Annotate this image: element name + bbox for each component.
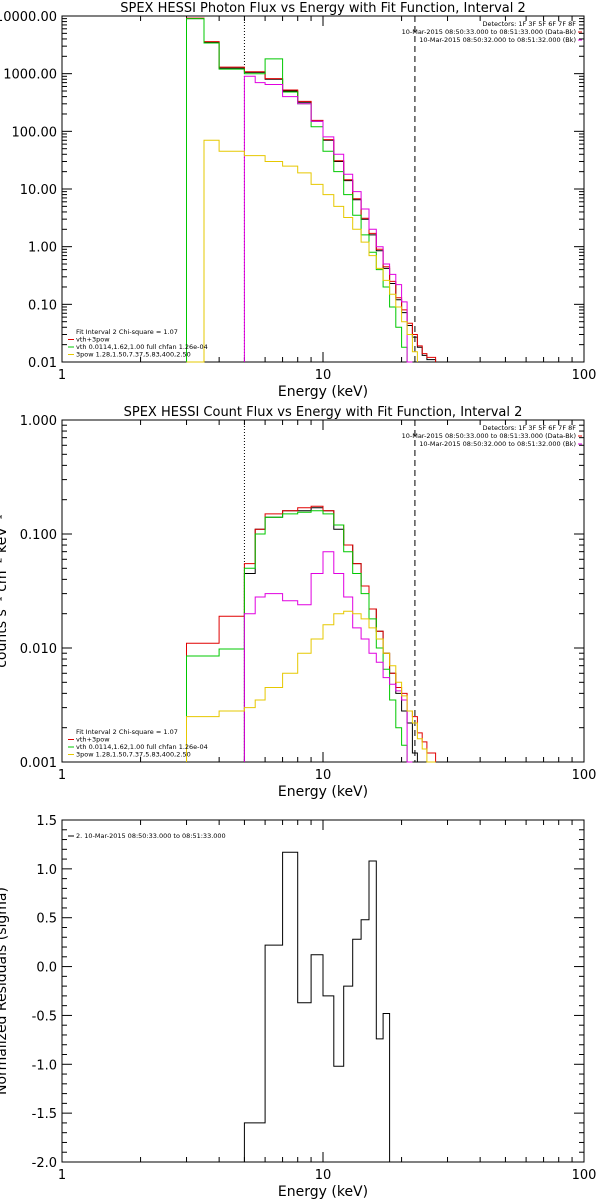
x-tick-label: 100	[572, 768, 597, 783]
legend-entry: 3pow 1.28,1.50,7.37,5.83,400,2.50	[76, 751, 191, 759]
header-line: Detectors: 1F 3F 5F 6F 7F 8F	[482, 424, 576, 432]
y-axis-label: Normalized Residuals (sigma)	[0, 887, 10, 1095]
x-tick-label: 10	[315, 368, 332, 383]
legend-entry: vth+3pow	[76, 336, 110, 344]
x-axis-label: Energy (keV)	[278, 1184, 368, 1200]
y-tick-label: 0.01	[28, 356, 57, 371]
series-3-step-line	[243, 75, 413, 363]
series-3-step-line	[243, 551, 413, 763]
header-line: 10-Mar-2015 08:50:32.000 to 08:51:32.000…	[419, 36, 576, 44]
y-tick-label: 1.00	[28, 241, 57, 256]
count-flux-panel: SPEX HESSI Count Flux vs Energy with Fit…	[0, 405, 596, 800]
header-line: 10-Mar-2015 08:50:33.000 to 08:51:33.000…	[402, 28, 576, 36]
chart-title: SPEX HESSI Photon Flux vs Energy with Fi…	[120, 1, 526, 16]
x-tick-label: 1	[58, 368, 66, 383]
y-tick-label: 1.5	[36, 814, 57, 829]
series-1-step-line	[186, 505, 437, 762]
legend-entry: 3pow 1.28,1.50,7.37,5.83,400,2.50	[76, 351, 191, 359]
header-line: Detectors: 1F 3F 5F 6F 7F 8F	[482, 20, 576, 28]
y-axis-label: counts s⁻¹ cm⁻² keV⁻¹	[0, 514, 10, 668]
series-2-step-line	[186, 510, 413, 763]
photon-flux-panel: SPEX HESSI Photon Flux vs Energy with Fi…	[0, 1, 596, 400]
y-tick-label: 1.0	[36, 863, 57, 878]
y-tick-label: 0.001	[20, 756, 57, 771]
x-tick-label: 100	[572, 1168, 597, 1183]
legend-entry: Fit Interval 2 Chi-square = 1.07	[76, 328, 178, 336]
header-line: 10-Mar-2015 08:50:32.000 to 08:51:32.000…	[419, 440, 576, 448]
y-tick-label: -2.0	[32, 1156, 57, 1171]
y-tick-label: 0.010	[20, 642, 57, 657]
y-tick-label: 1.000	[20, 414, 57, 429]
legend-entry: vth 0.0114,1.62,1.00 full chfan 1.26e-04	[76, 743, 208, 751]
y-tick-label: -0.5	[32, 1009, 57, 1024]
y-tick-label: 0.5	[36, 912, 57, 927]
x-tick-label: 10	[315, 1168, 332, 1183]
x-tick-label: 1	[58, 1168, 66, 1183]
series-1-step-line	[186, 17, 437, 362]
series-2-step-line	[186, 18, 413, 363]
series-4-step-line	[186, 139, 418, 363]
y-tick-label: 10.00	[20, 183, 57, 198]
y-tick-label: 0.10	[28, 298, 57, 313]
series-0-step-line	[186, 18, 437, 362]
x-tick-label: 100	[572, 368, 597, 383]
y-tick-label: 10000.00	[0, 10, 57, 25]
legend-entry: 2. 10-Mar-2015 08:50:33.000 to 08:51:33.…	[76, 832, 226, 840]
series-0-step-line	[243, 507, 418, 762]
series-4-step-line	[186, 610, 436, 763]
series-0-step-line	[243, 851, 396, 1163]
y-tick-label: 0.0	[36, 961, 57, 976]
x-tick-label: 1	[58, 768, 66, 783]
y-tick-label: 1000.00	[3, 68, 57, 83]
y-tick-label: -1.5	[32, 1107, 57, 1122]
plot-frame	[61, 419, 585, 763]
legend-entry: vth+3pow	[76, 736, 110, 744]
chart-title: SPEX HESSI Count Flux vs Energy with Fit…	[124, 405, 523, 420]
legend-entry: Fit Interval 2 Chi-square = 1.07	[76, 728, 178, 736]
residuals-panel: 1 10 100 Energy (keV) -2.0 -1.5 -1.0 -0.5 0.0 0.5…	[0, 814, 596, 1200]
x-tick-label: 10	[315, 768, 332, 783]
legend-entry: vth 0.0114,1.62,1.00 full chfan 1.26e-04	[76, 343, 208, 351]
y-tick-label: -1.0	[32, 1058, 57, 1073]
x-axis-label: Energy (keV)	[278, 784, 368, 800]
y-tick-label: 100.00	[12, 125, 58, 140]
y-tick-label: 0.100	[20, 528, 57, 543]
header-line: 10-Mar-2015 08:50:33.000 to 08:51:33.000…	[402, 432, 576, 440]
x-axis-label: Energy (keV)	[278, 384, 368, 400]
